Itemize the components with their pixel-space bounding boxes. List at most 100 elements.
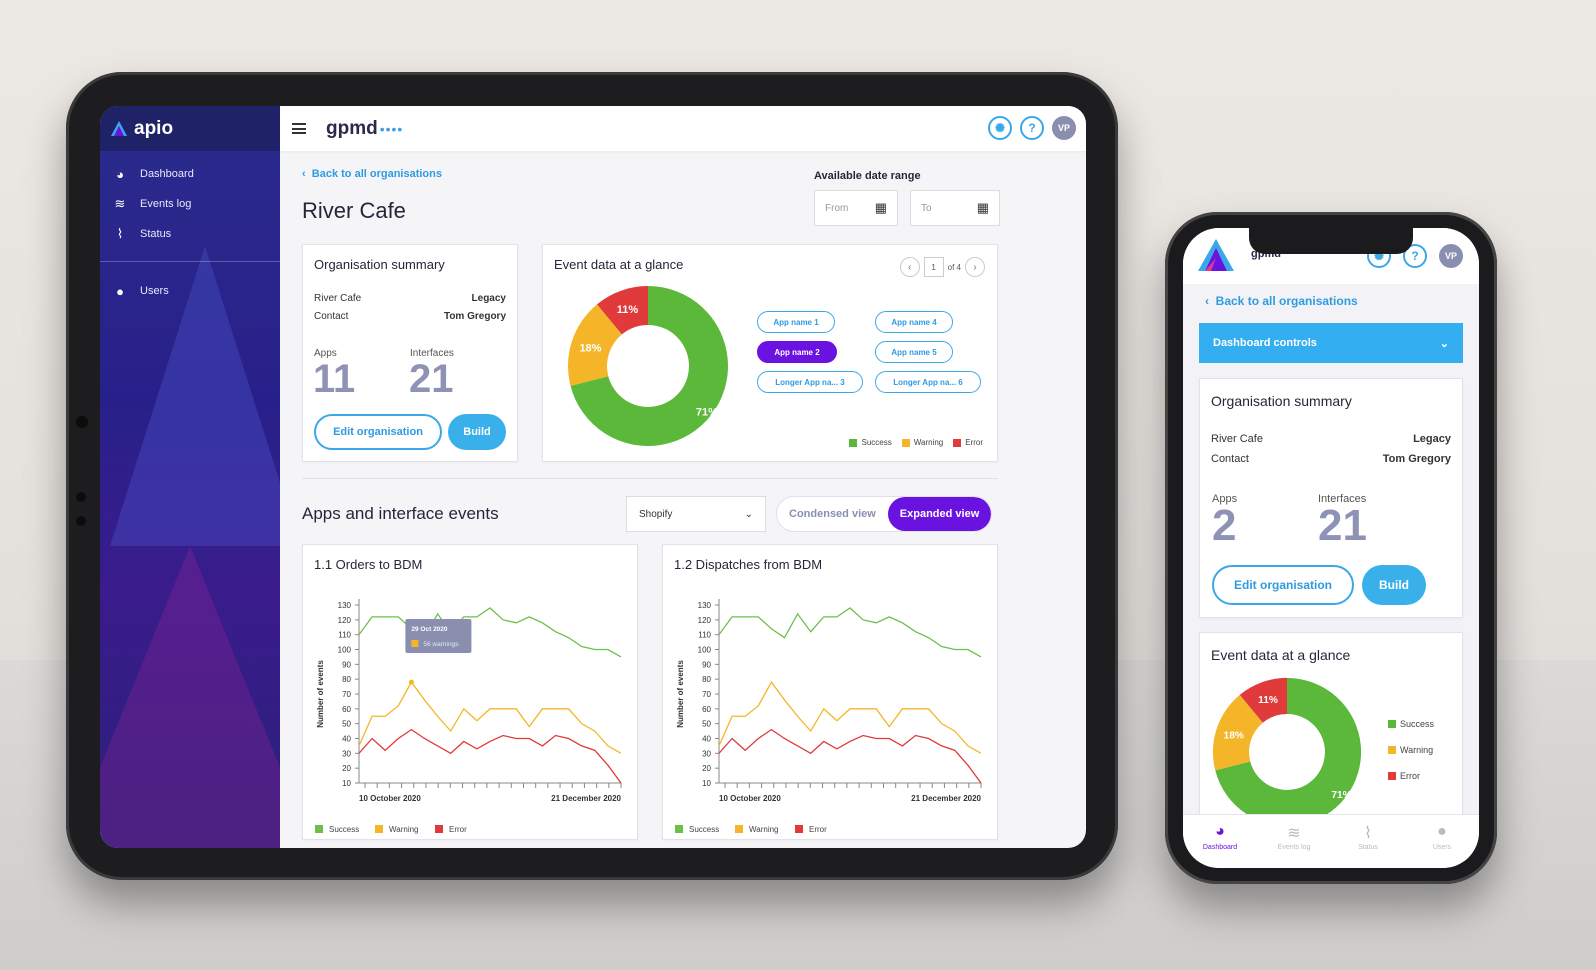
donut-slice-error bbox=[597, 286, 648, 335]
donut-label: 71% bbox=[696, 407, 718, 419]
card-title: Organisation summary bbox=[314, 257, 445, 272]
legend-swatch bbox=[315, 825, 323, 833]
series-line-warning bbox=[358, 680, 622, 754]
condensed-view-button[interactable]: Condensed view bbox=[789, 508, 876, 520]
back-link[interactable]: ‹ Back to all organisations bbox=[1205, 294, 1358, 308]
y-tick-label: 100 bbox=[338, 646, 352, 655]
phone-screen: gpmd ✺ ? VP ‹ Back to all organisations … bbox=[1183, 228, 1479, 868]
tab-events-log[interactable]: ≋ Events log bbox=[1264, 823, 1324, 868]
tab-users[interactable]: ● Users bbox=[1412, 823, 1472, 868]
chart-card-dispatches: 1.2 Dispatches from BDM 130 120 110 100 90 80… bbox=[662, 544, 998, 840]
tooltip-text: 56 warnings bbox=[423, 641, 459, 648]
avatar[interactable]: VP bbox=[1439, 244, 1463, 268]
build-button[interactable]: Build bbox=[1362, 565, 1426, 605]
card-title: Event data at a glance bbox=[554, 257, 684, 272]
y-tick-label: 50 bbox=[702, 720, 711, 729]
legend-label: Success bbox=[689, 825, 719, 834]
tablet-sensor bbox=[76, 492, 86, 502]
tablet-screen: apio ◕ Dashboard ≋ Events log ⌇ Status ● bbox=[100, 106, 1086, 848]
pie-chart-icon: ◕ bbox=[1215, 823, 1225, 840]
view-toggle: Condensed view Expanded view bbox=[776, 496, 993, 532]
help-icon[interactable]: ? bbox=[1020, 116, 1044, 140]
legend-swatch bbox=[795, 825, 803, 833]
app-pill[interactable]: App name 5 bbox=[875, 341, 953, 363]
app-pill[interactable]: Longer App na... 6 bbox=[875, 371, 981, 393]
donut-label: 18% bbox=[579, 342, 601, 354]
legend-item: Error bbox=[1388, 771, 1434, 781]
card-title: Event data at a glance bbox=[1211, 647, 1351, 663]
x-axis-label: 21 December 2020 bbox=[911, 794, 981, 803]
sidebar-nav: ◕ Dashboard ≋ Events log ⌇ Status ● User… bbox=[100, 159, 280, 306]
sidebar-decoration bbox=[100, 546, 280, 848]
tab-dashboard[interactable]: ◕ Dashboard bbox=[1190, 823, 1250, 868]
legend-swatch bbox=[375, 825, 383, 833]
y-tick-label: 30 bbox=[342, 749, 351, 758]
y-tick-label: 80 bbox=[702, 675, 711, 684]
y-tick-label: 10 bbox=[702, 779, 711, 788]
summary-row: Contact Tom Gregory bbox=[314, 311, 506, 322]
tab-label: Status bbox=[1358, 844, 1378, 851]
edit-organisation-button[interactable]: Edit organisation bbox=[1212, 565, 1354, 605]
interfaces-label: Interfaces bbox=[1318, 493, 1367, 505]
sidebar-item-label: Dashboard bbox=[140, 168, 194, 180]
chevron-left-icon[interactable]: ‹ bbox=[899, 257, 920, 277]
build-button[interactable]: Build bbox=[448, 414, 506, 450]
sidebar-decoration bbox=[110, 246, 280, 546]
app-pill-active[interactable]: App name 2 bbox=[757, 341, 837, 363]
x-axis-label: 21 December 2020 bbox=[551, 794, 621, 803]
phone-notch bbox=[1249, 228, 1413, 254]
back-link-label: Back to all organisations bbox=[311, 168, 442, 180]
y-tick-label: 110 bbox=[338, 631, 351, 640]
chevron-down-icon: ⌄ bbox=[744, 508, 753, 520]
legend-label: Error bbox=[809, 825, 827, 834]
organisation-summary-card: Organisation summary River Cafe Legacy Co… bbox=[302, 244, 518, 462]
dashboard-controls-dropdown[interactable]: Dashboard controls ⌄ bbox=[1199, 323, 1463, 363]
summary-row: Contact Tom Gregory bbox=[1211, 453, 1451, 465]
edit-organisation-button[interactable]: Edit organisation bbox=[314, 414, 442, 450]
donut-label: 11% bbox=[617, 304, 639, 316]
y-tick-label: 70 bbox=[702, 690, 711, 699]
tab-status[interactable]: ⌇ Status bbox=[1338, 823, 1398, 868]
avatar[interactable]: VP bbox=[1052, 116, 1076, 140]
y-tick-label: 70 bbox=[342, 690, 351, 699]
tooltip-point[interactable] bbox=[408, 679, 414, 685]
organisation-summary-card: Organisation summary River Cafe Legacy Co… bbox=[1199, 378, 1463, 618]
legend-item: Success bbox=[1388, 719, 1434, 729]
chart-title: 1.1 Orders to BDM bbox=[314, 557, 423, 572]
chart-legend: Success Warning Error bbox=[849, 438, 983, 447]
y-tick-label: 90 bbox=[342, 660, 351, 669]
app-pill[interactable]: Longer App na... 3 bbox=[757, 371, 863, 393]
event-donut-chart: 71% 18% 11% bbox=[568, 286, 728, 446]
chevron-right-icon[interactable]: › bbox=[965, 257, 985, 277]
help-icon[interactable]: ? bbox=[1403, 244, 1427, 268]
event-glance-card: Event data at a glance ‹ 1 of 4 › 71% 18%… bbox=[542, 244, 998, 462]
sidebar-item-users[interactable]: ● Users bbox=[100, 276, 280, 306]
page-input[interactable]: 1 bbox=[923, 257, 944, 277]
tooltip-date: 29 Oct 2020 bbox=[411, 626, 448, 633]
series-line-warning bbox=[718, 680, 982, 754]
event-glance-card: Event data at a glance 71% 18% 11% Success… bbox=[1199, 632, 1463, 832]
app-select[interactable]: Shopify ⌄ bbox=[626, 496, 766, 532]
legend-label: Warning bbox=[749, 825, 779, 834]
back-link[interactable]: ‹ Back to all organisations bbox=[302, 168, 442, 180]
apps-label: Apps bbox=[314, 348, 337, 359]
y-tick-label: 90 bbox=[702, 660, 711, 669]
sidebar-item-label: Events log bbox=[140, 198, 192, 210]
menu-icon[interactable] bbox=[292, 123, 306, 134]
user-icon: ● bbox=[116, 283, 124, 299]
sidebar-item-events-log[interactable]: ≋ Events log bbox=[100, 189, 280, 219]
legend-swatch bbox=[435, 825, 443, 833]
expanded-view-button[interactable]: Expanded view bbox=[887, 497, 992, 531]
app-pill[interactable]: App name 4 bbox=[875, 311, 953, 333]
date-to-field[interactable]: To ▦ bbox=[910, 190, 1000, 226]
section-divider bbox=[302, 478, 998, 479]
row-key: River Cafe bbox=[314, 293, 362, 304]
top-bar: gpmd •••• ✺ ? VP bbox=[280, 106, 1086, 151]
tablet-camera bbox=[76, 416, 88, 428]
app-pill[interactable]: App name 1 bbox=[757, 311, 835, 333]
sidebar-item-status[interactable]: ⌇ Status bbox=[100, 219, 280, 249]
series-line-error bbox=[358, 728, 622, 784]
date-from-field[interactable]: From ▦ bbox=[814, 190, 898, 226]
brightness-icon[interactable]: ✺ bbox=[988, 116, 1012, 140]
sidebar-item-dashboard[interactable]: ◕ Dashboard bbox=[100, 159, 280, 189]
